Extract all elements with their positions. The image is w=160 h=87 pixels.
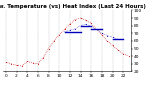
Title: Milw. Temperature (vs) Heat Index (Last 24 Hours): Milw. Temperature (vs) Heat Index (Last … bbox=[0, 4, 146, 9]
